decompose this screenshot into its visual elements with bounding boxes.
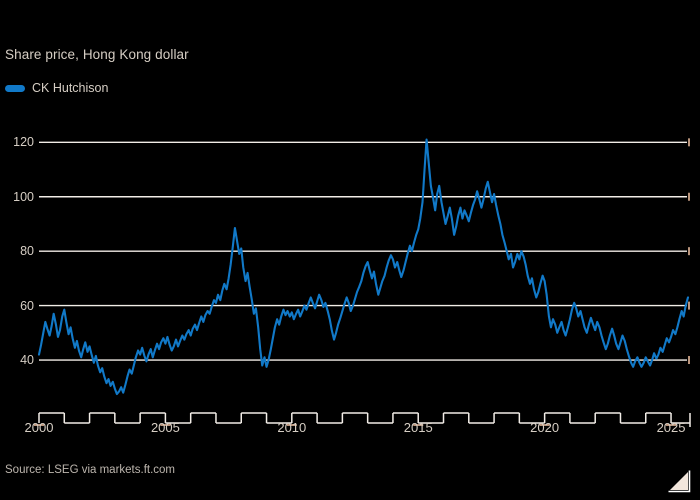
source-note: Source: LSEG via markets.ft.com — [5, 464, 176, 476]
y-axis-tick-label: 60 — [20, 298, 34, 313]
y-axis-tick-label: 80 — [20, 244, 34, 259]
x-axis-tick-label: 2010 — [277, 420, 307, 435]
x-axis-ticks — [34, 412, 691, 427]
y-axis-tick-label: 40 — [20, 353, 34, 368]
series-line-ck-hutchison — [37, 138, 690, 396]
chart-legend: CK Hutchison — [5, 80, 108, 96]
legend-swatch-ck-hutchison — [5, 84, 25, 92]
x-axis-tick-label: 2025 — [656, 420, 686, 435]
x-axis-tick-label: 2020 — [530, 420, 560, 435]
x-axis-comb — [38, 412, 691, 427]
x-axis-tick-label: 2015 — [403, 420, 433, 435]
x-axis-tick-label: 2005 — [150, 420, 180, 435]
page-title: Share price, Hong Kong dollar — [5, 47, 189, 62]
x-axis-tick-label: 2000 — [24, 420, 54, 435]
legend-label-ck-hutchison: CK Hutchison — [32, 81, 109, 95]
ft-logo — [668, 470, 691, 493]
y-axis-tick-label: 100 — [13, 189, 34, 204]
y-axis-tick-label: 120 — [13, 135, 34, 150]
y-gridlines — [39, 138, 690, 365]
